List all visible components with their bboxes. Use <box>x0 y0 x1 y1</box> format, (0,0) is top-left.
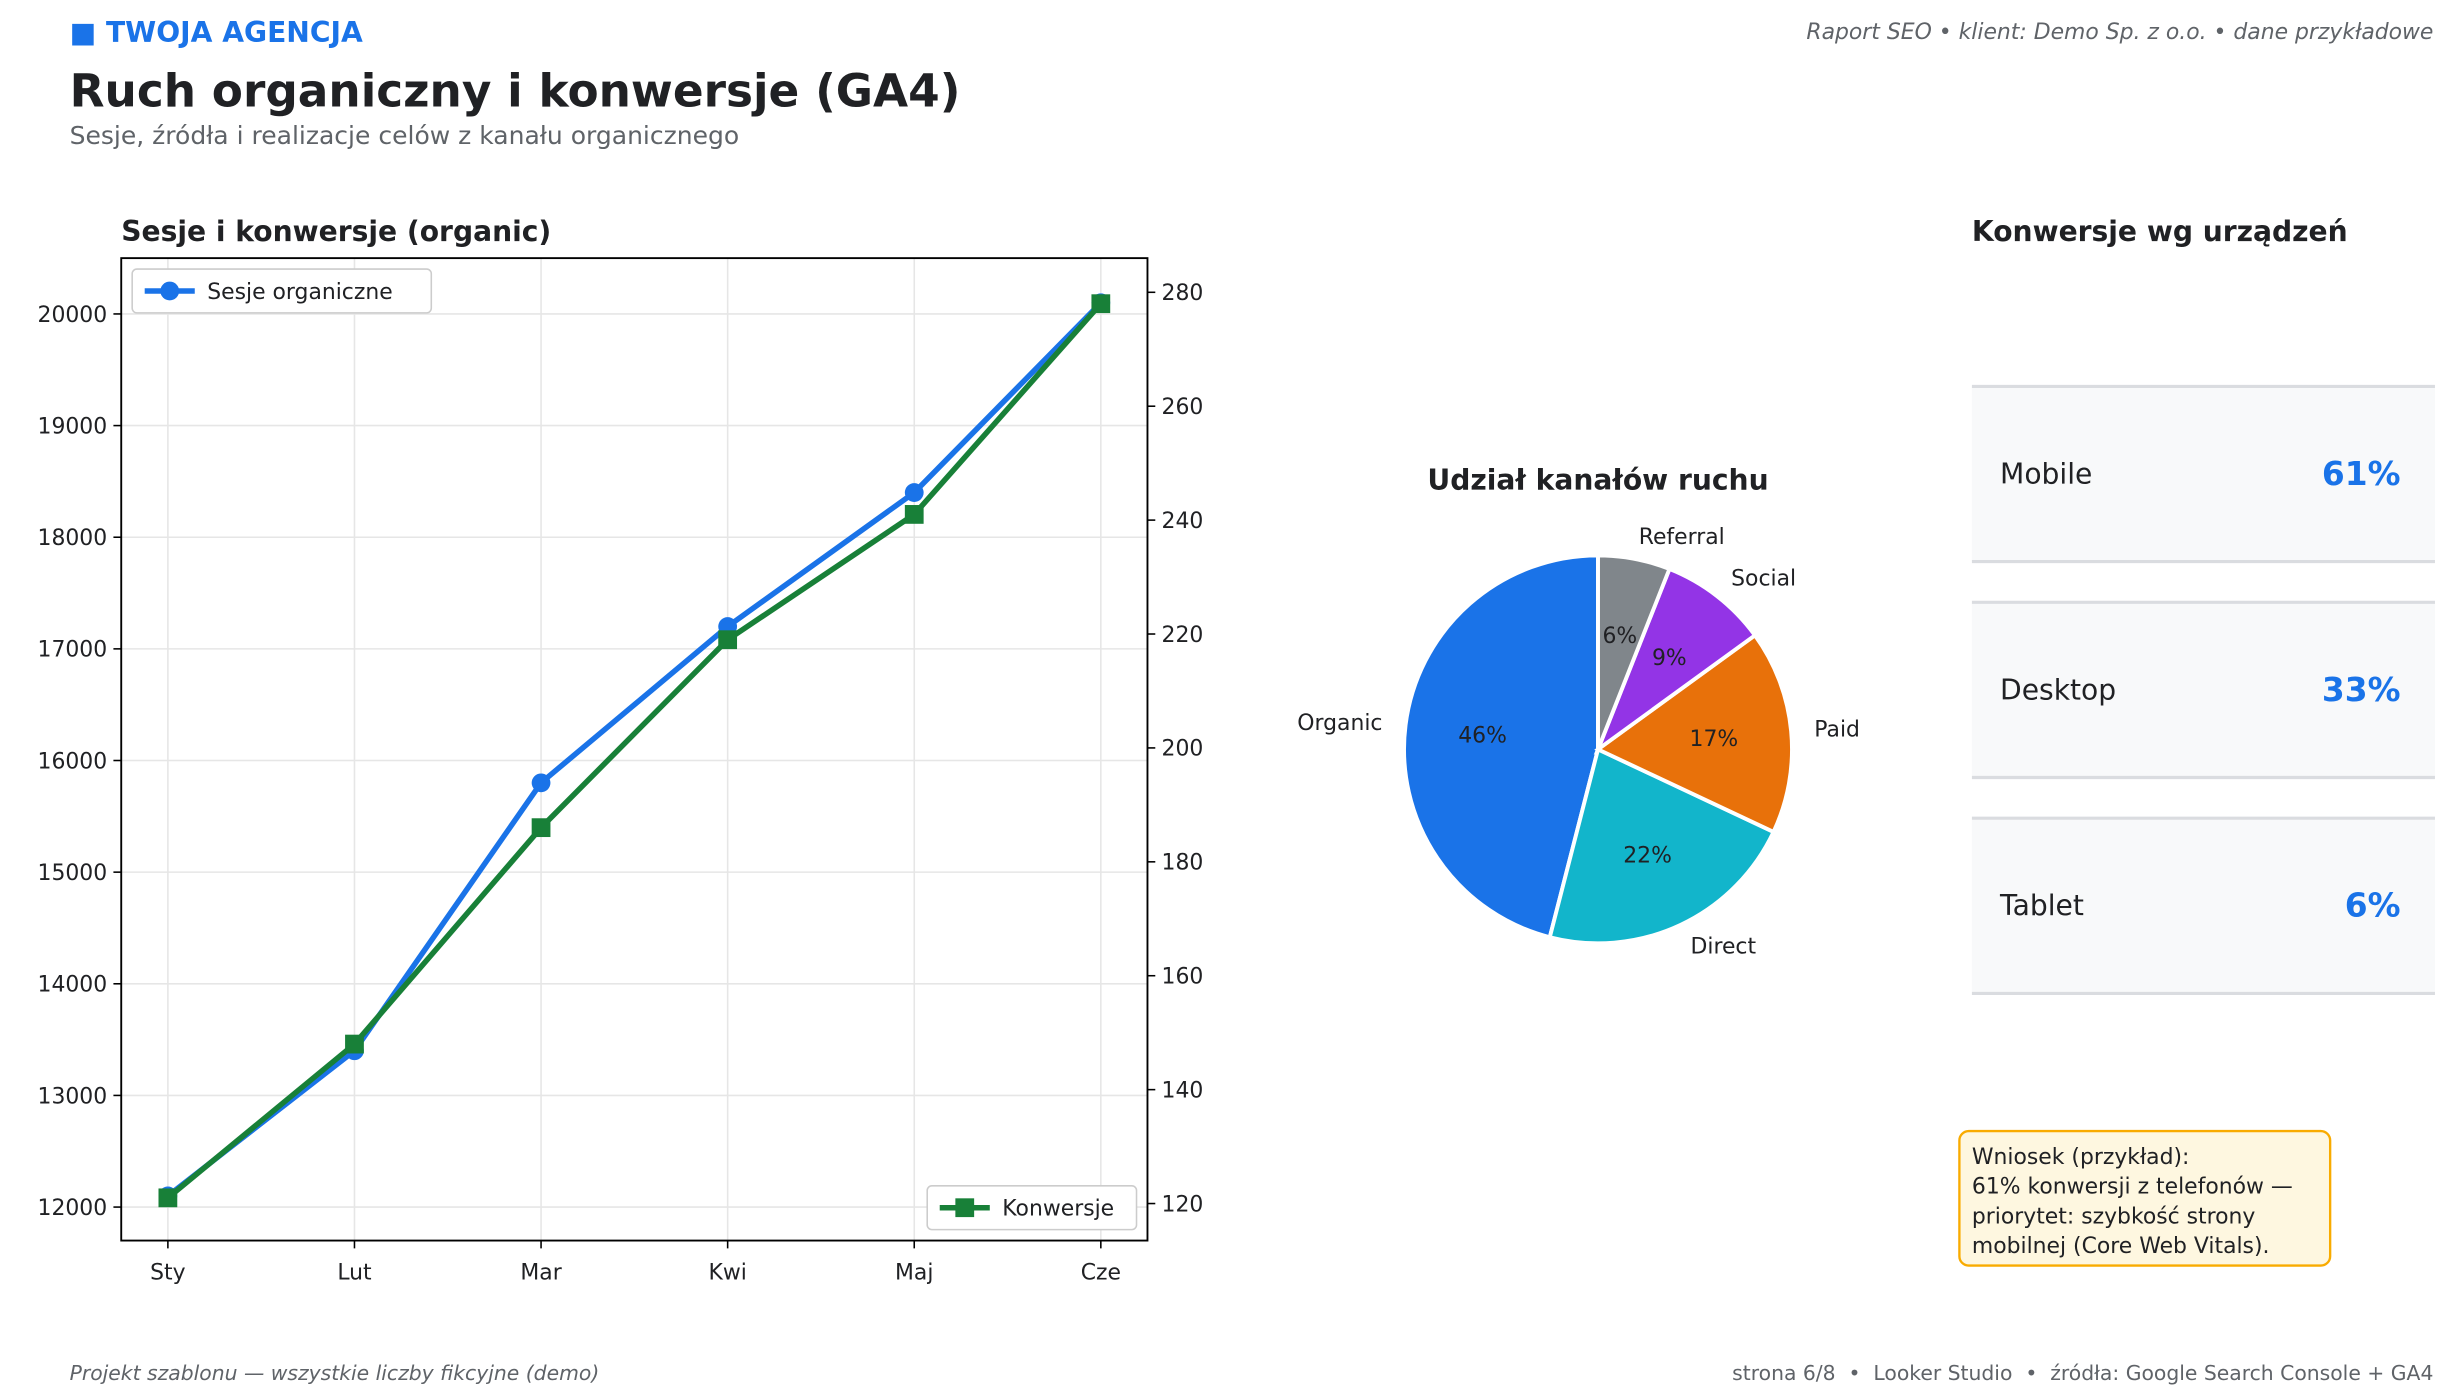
legend-label: Sesje organiczne <box>207 280 392 305</box>
x-tick-label: Sty <box>150 1261 185 1286</box>
meta: Raport SEO • klient: Demo Sp. z o.o. • d… <box>1806 20 2433 45</box>
card-value: 6% <box>2345 887 2401 925</box>
legend-label: Konwersje <box>1002 1197 1114 1222</box>
pie-label: Paid <box>1814 718 1860 743</box>
cards-title: Konwersje wg urządzeń <box>1972 215 2348 248</box>
y2-tick-label: 280 <box>1162 281 1204 306</box>
pie-label: Organic <box>1297 711 1382 736</box>
marker <box>904 483 924 502</box>
pie-slice <box>1593 566 1758 755</box>
note-box <box>1958 1129 2332 1267</box>
marker <box>345 1034 364 1054</box>
title: Ruch organiczny i konwersje (GA4) <box>70 64 961 117</box>
card <box>1971 602 2435 778</box>
y-tick-label: 15000 <box>38 861 108 886</box>
y-tick-label: 18000 <box>38 526 108 551</box>
pie-label: Direct <box>1691 935 1757 960</box>
line-title: Sesje i konwersje (organic) <box>121 215 551 248</box>
y2-tick-label: 160 <box>1162 965 1204 990</box>
pie-title: Udział kanałów ruchu <box>1427 464 1768 497</box>
y2-tick-label: 240 <box>1162 509 1204 534</box>
card-value: 61% <box>2322 455 2401 493</box>
x-tick-label: Kwi <box>708 1261 746 1286</box>
y2-tick-label: 120 <box>1162 1192 1204 1217</box>
marker <box>158 1188 178 1208</box>
subtitle: Sesje, źródła i realizacje celów z kanał… <box>70 121 740 150</box>
pie-label: Social <box>1731 566 1796 591</box>
y-tick-label: 16000 <box>38 749 108 774</box>
card <box>1971 386 2435 562</box>
x-tick-label: Mar <box>520 1261 561 1286</box>
marker <box>1091 294 1111 314</box>
brand: ■ TWOJA AGENCJA <box>70 16 363 49</box>
marker <box>531 818 551 838</box>
y-tick-label: 20000 <box>38 303 108 328</box>
y2-tick-label: 260 <box>1162 395 1204 420</box>
plot-frame <box>120 257 1149 1242</box>
legend-box <box>131 268 433 314</box>
y-tick-label: 13000 <box>38 1084 108 1109</box>
card-value: 33% <box>2322 671 2401 709</box>
pie-value-label: 46% <box>1458 724 1507 749</box>
note-line: Wniosek (przykład): <box>1972 1145 2190 1170</box>
pie-slice <box>1402 553 1600 940</box>
x-tick-label: Lut <box>337 1261 372 1286</box>
y2-tick-label: 180 <box>1162 851 1204 876</box>
legend-marker <box>160 281 180 301</box>
marker <box>718 630 738 650</box>
footer-left: Projekt szablonu — wszystkie liczby fikc… <box>70 1361 600 1385</box>
x-tick-label: Cze <box>1081 1261 1121 1286</box>
marker <box>531 773 551 793</box>
pie-value-label: 6% <box>1602 624 1637 649</box>
y-tick-label: 17000 <box>38 638 108 663</box>
card <box>1971 818 2435 994</box>
pie-label: Referral <box>1639 525 1725 550</box>
note-line: priorytet: szybkość strony <box>1972 1204 2256 1229</box>
y2-tick-label: 220 <box>1162 623 1204 648</box>
pie-value-label: 9% <box>1652 646 1687 671</box>
legend-marker <box>955 1198 975 1218</box>
y-tick-label: 19000 <box>38 414 108 439</box>
card-label: Tablet <box>1999 889 2084 922</box>
card-label: Mobile <box>2000 457 2092 490</box>
card-label: Desktop <box>2000 673 2116 706</box>
y2-tick-label: 140 <box>1162 1078 1204 1103</box>
marker <box>904 505 924 524</box>
y-tick-label: 12000 <box>38 1196 108 1221</box>
y2-tick-label: 200 <box>1162 737 1204 762</box>
x-tick-label: Maj <box>895 1261 933 1286</box>
pie-value-label: 17% <box>1690 727 1739 752</box>
pie-slice <box>1596 553 1672 751</box>
pie-value-label: 22% <box>1623 843 1672 868</box>
legend-box <box>926 1185 1138 1231</box>
pie-slice <box>1594 632 1794 835</box>
note-line: 61% konwersji z telefonów — <box>1972 1175 2293 1200</box>
series-line <box>166 301 1103 1200</box>
footer-right: strona 6/8 • Looker Studio • źródła: Goo… <box>1732 1361 2433 1385</box>
pie-slice <box>1547 746 1777 946</box>
series-line <box>166 300 1103 1199</box>
note-line: mobilnej (Core Web Vitals). <box>1972 1234 2270 1259</box>
y-tick-label: 14000 <box>38 973 108 998</box>
